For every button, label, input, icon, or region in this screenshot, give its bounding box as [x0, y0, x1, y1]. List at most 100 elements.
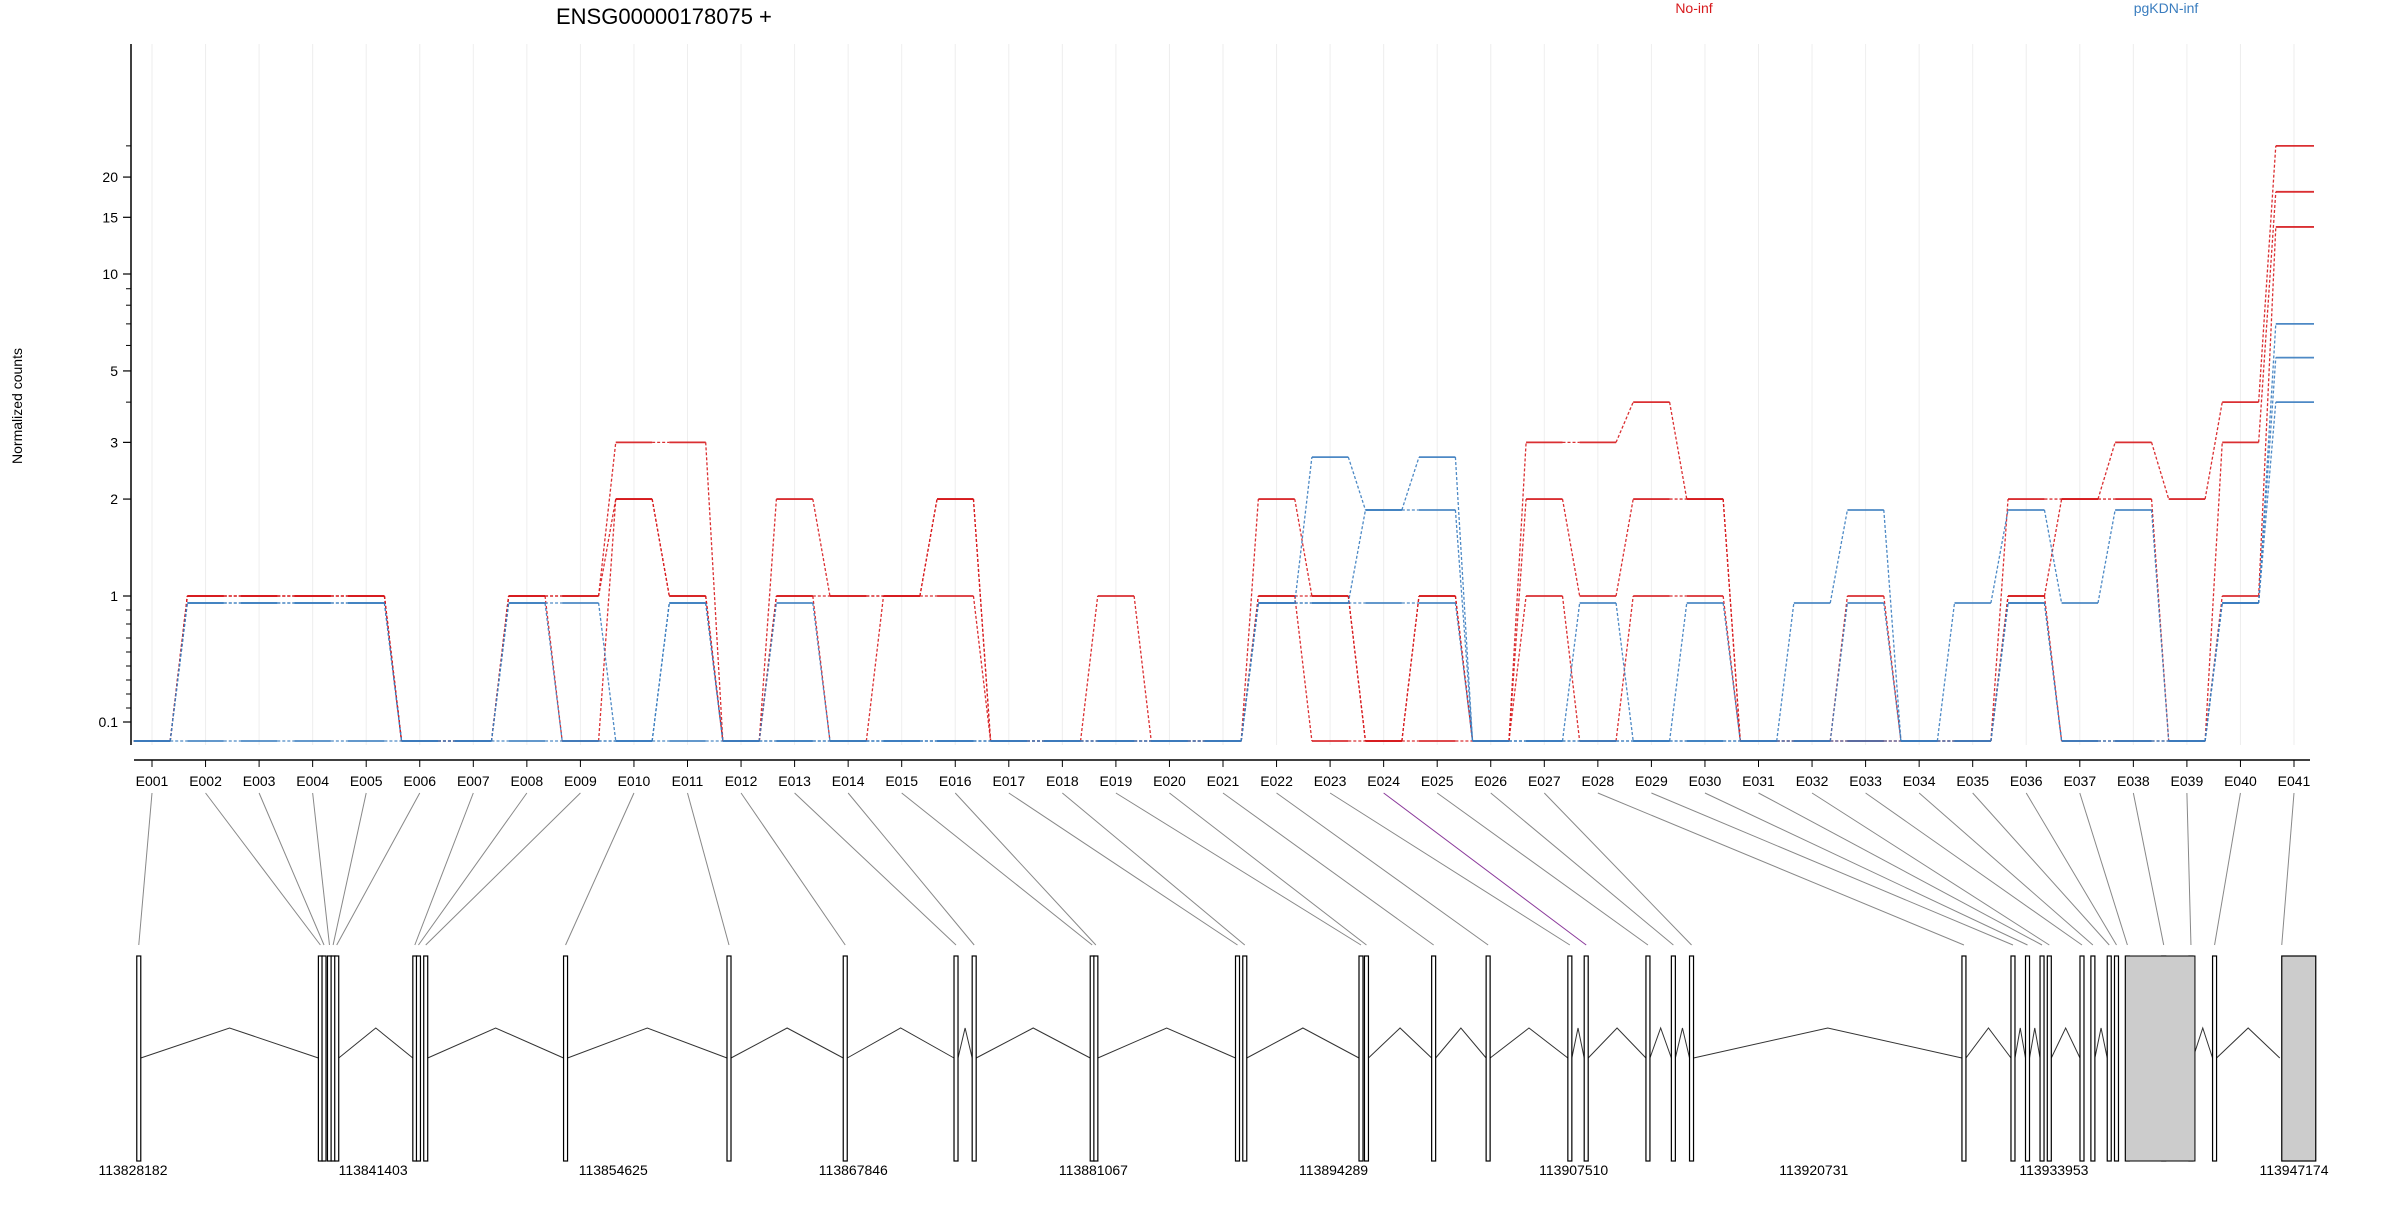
intron-line: [2050, 1026, 2081, 1059]
transition-line: [1454, 602, 1474, 742]
exon-label-e002: E002: [189, 773, 222, 789]
series-layer: [133, 144, 2314, 742]
transition-line: [758, 499, 778, 742]
connector-e020: [1169, 792, 1367, 946]
intron-line: [1571, 1027, 1585, 1059]
genomic-tick-label: 113854625: [579, 1162, 648, 1178]
exon-box: [2010, 955, 2016, 1162]
exon-box: [136, 955, 142, 1162]
transition-line: [2043, 498, 2063, 597]
connector-e009: [425, 792, 581, 946]
transition-line: [490, 595, 510, 742]
connector-e025: [1436, 792, 1649, 946]
intron-line: [2014, 1027, 2026, 1059]
transition-line: [1883, 509, 1902, 742]
chart-title: ENSG00000178075 +: [556, 4, 772, 29]
connector-e003: [258, 792, 325, 946]
transition-line: [705, 442, 724, 742]
intron-line: [1693, 1027, 1963, 1059]
transition-line: [1561, 498, 1581, 597]
transition-line: [383, 602, 403, 742]
connector-e026: [1490, 792, 1674, 946]
exon-label-e014: E014: [832, 773, 865, 789]
connector-e041: [2281, 792, 2295, 946]
transition-line: [1615, 498, 1634, 597]
exon-label-e025: E025: [1421, 773, 1454, 789]
connector-e014: [847, 792, 975, 946]
intron-line: [1674, 1027, 1691, 1059]
transition-line: [597, 499, 617, 742]
intron-line: [1649, 1026, 1672, 1059]
exon-box: [2113, 955, 2120, 1162]
exon-box: [2039, 955, 2045, 1162]
exon-box: [562, 955, 569, 1162]
series-no-inf-0: [133, 144, 2314, 742]
transition-line: [597, 442, 617, 597]
exon-box: [1670, 955, 1676, 1162]
intron-line: [1097, 1027, 1236, 1059]
transition-line: [1990, 509, 2009, 604]
transition-line: [2043, 595, 2063, 742]
transition-line: [1615, 401, 1634, 443]
axis-layer: 0.1 1 2 3 5 10 15 20 E001 E002 E003 E004 E005 E006 E00…: [99, 44, 2311, 789]
transition-line: [651, 602, 670, 742]
exon-label-e008: E008: [510, 773, 543, 789]
genomic-tick-label: 113881067: [1059, 1162, 1128, 1178]
exon-label-e011: E011: [672, 773, 704, 789]
intron-line: [957, 1027, 973, 1059]
connector-e013: [794, 792, 957, 946]
connector-e002: [205, 792, 321, 946]
intron-line: [1246, 1027, 1360, 1059]
y-tick-label: 1: [110, 588, 118, 604]
transition-line: [1668, 402, 1688, 500]
transition-line: [2043, 509, 2063, 604]
transition-line: [1454, 509, 1474, 742]
transition-line: [705, 595, 724, 742]
transition-line: [1561, 595, 1581, 742]
exon-box: [726, 955, 732, 1162]
exon-label-e005: E005: [350, 773, 383, 789]
exon-label-e003: E003: [243, 773, 276, 789]
exon-label-e006: E006: [403, 773, 436, 789]
exon-label-e016: E016: [939, 773, 972, 789]
transition-line: [1347, 509, 1367, 604]
intron-line: [1435, 1027, 1487, 1059]
series-pgkdn-inf-4: [133, 356, 2314, 742]
intron-line: [1489, 1027, 1569, 1059]
transition-line: [1508, 499, 1527, 742]
transition-line: [705, 602, 724, 742]
connector-e023: [1329, 792, 1571, 946]
connector-e012: [740, 792, 846, 946]
transition-line: [919, 498, 938, 597]
exon-label-e028: E028: [1581, 773, 1614, 789]
connector-e027: [1543, 792, 1692, 946]
exon-box: [953, 955, 959, 1162]
transition-line: [2258, 145, 2277, 403]
transition-line: [1454, 595, 1474, 742]
genomic-tick-label: 113920731: [1779, 1162, 1848, 1178]
genomic-tick-label: 113907510: [1539, 1162, 1608, 1178]
transition-line: [597, 602, 617, 742]
transition-line: [2258, 402, 2277, 604]
exon-label-e021: E021: [1207, 773, 1240, 789]
exon-label-e009: E009: [564, 773, 597, 789]
exon-box: [1688, 955, 1695, 1162]
connector-e007: [414, 792, 474, 946]
connector-e028: [1597, 792, 1965, 946]
connector-e029: [1651, 792, 2014, 946]
intron-line: [2216, 1027, 2281, 1059]
exon-box: [842, 955, 848, 1162]
exon-label-e017: E017: [992, 773, 1025, 789]
transition-line: [1508, 595, 1527, 742]
genomic-tick-label: 113933953: [2019, 1162, 2088, 1178]
series-no-inf-1: [133, 190, 2314, 742]
transition-line: [2097, 509, 2116, 604]
transition-line: [1883, 595, 1902, 742]
exon-box: [2024, 955, 2031, 1162]
y-tick-label: 2: [110, 491, 118, 507]
intron-line: [427, 1027, 564, 1059]
exon-label-e019: E019: [1100, 773, 1133, 789]
exon-box: [1363, 955, 1370, 1162]
exon-box: [2211, 955, 2218, 1162]
